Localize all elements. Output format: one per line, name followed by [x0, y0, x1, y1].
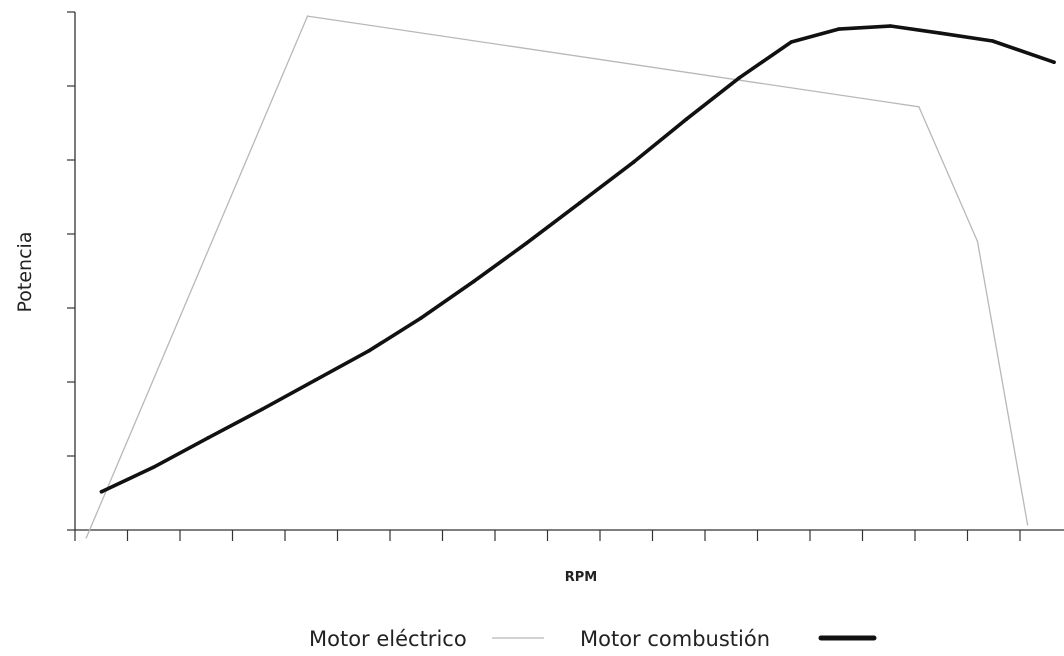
data-point [85, 537, 88, 539]
data-point [1026, 524, 1029, 526]
data-point [684, 117, 689, 121]
data-point [524, 241, 529, 245]
data-point [888, 24, 893, 28]
data-point [260, 407, 264, 412]
data-point [472, 279, 476, 284]
legend-label-motor-combustion: Motor combustión [580, 627, 770, 651]
x-axis-label: RPM [565, 570, 597, 585]
data-point [577, 201, 582, 205]
series-line-1 [99, 24, 1056, 494]
data-point [151, 465, 156, 470]
data-point [419, 316, 423, 320]
data-point [631, 160, 636, 164]
data-point [313, 378, 317, 383]
axes [74, 12, 1064, 531]
data-point [367, 349, 371, 353]
data-point [1052, 60, 1056, 64]
data-point [99, 489, 104, 494]
data-point [976, 240, 979, 243]
data-point [836, 27, 841, 31]
axis-ticks [67, 11, 1021, 541]
legend-label-motor-electrico: Motor eléctrico [309, 627, 467, 651]
y-axis-label: Potencia [14, 232, 36, 313]
series-line-0 [85, 15, 1029, 539]
data-point [918, 106, 920, 108]
data-point [990, 39, 995, 43]
data-point [206, 436, 210, 440]
series-lines [85, 15, 1056, 539]
data-point [737, 76, 742, 80]
legend: Motor eléctrico Motor combustión [309, 627, 877, 651]
data-point [938, 31, 943, 35]
data-point [789, 40, 794, 44]
data-point [306, 15, 309, 17]
